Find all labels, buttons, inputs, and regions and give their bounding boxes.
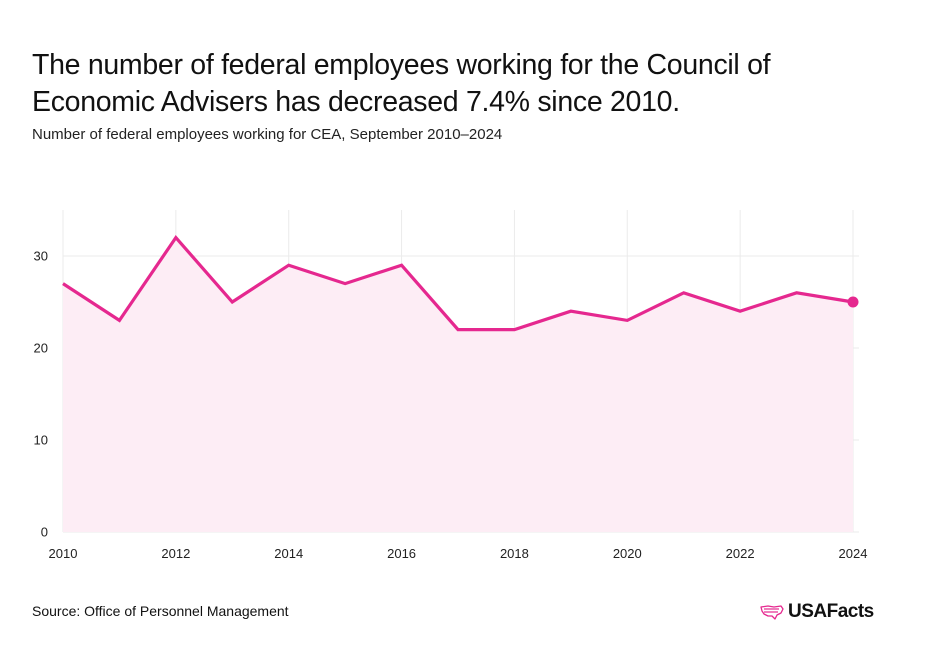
chart-title: The number of federal employees working … xyxy=(32,49,771,118)
y-tick-label: 20 xyxy=(34,341,48,356)
x-tick-label: 2012 xyxy=(161,546,190,561)
source-note: Source: Office of Personnel Management xyxy=(32,603,289,619)
x-tick-label: 2020 xyxy=(613,546,642,561)
x-axis-ticks: 2010 2012 2014 2016 2018 2020 2022 2024 xyxy=(49,546,868,561)
x-tick-label: 2014 xyxy=(274,546,303,561)
y-axis-ticks: 0 10 20 30 xyxy=(34,249,48,540)
employees-line xyxy=(62,234,854,332)
chart-subtitle: Number of federal employees working for … xyxy=(32,126,503,143)
area-fill xyxy=(63,237,853,532)
usafacts-logo: USAFacts xyxy=(760,601,874,623)
area-under-line xyxy=(63,237,853,532)
last-data-point xyxy=(847,296,859,308)
x-tick-label: 2016 xyxy=(387,546,416,561)
logo-text: USAFacts xyxy=(788,601,874,622)
y-tick-label: 10 xyxy=(34,433,48,448)
x-tick-label: 2024 xyxy=(839,546,868,561)
y-tick-label: 0 xyxy=(41,525,48,540)
y-tick-label: 30 xyxy=(34,249,48,264)
line-chart: 0 10 20 30 2010 2012 2014 2016 2018 2020 2022 2024 xyxy=(34,210,868,561)
usa-flag-map-icon xyxy=(760,605,784,620)
x-tick-label: 2022 xyxy=(726,546,755,561)
x-tick-label: 2018 xyxy=(500,546,529,561)
data-points xyxy=(847,296,859,308)
x-tick-label: 2010 xyxy=(49,546,78,561)
series-line xyxy=(62,234,854,332)
